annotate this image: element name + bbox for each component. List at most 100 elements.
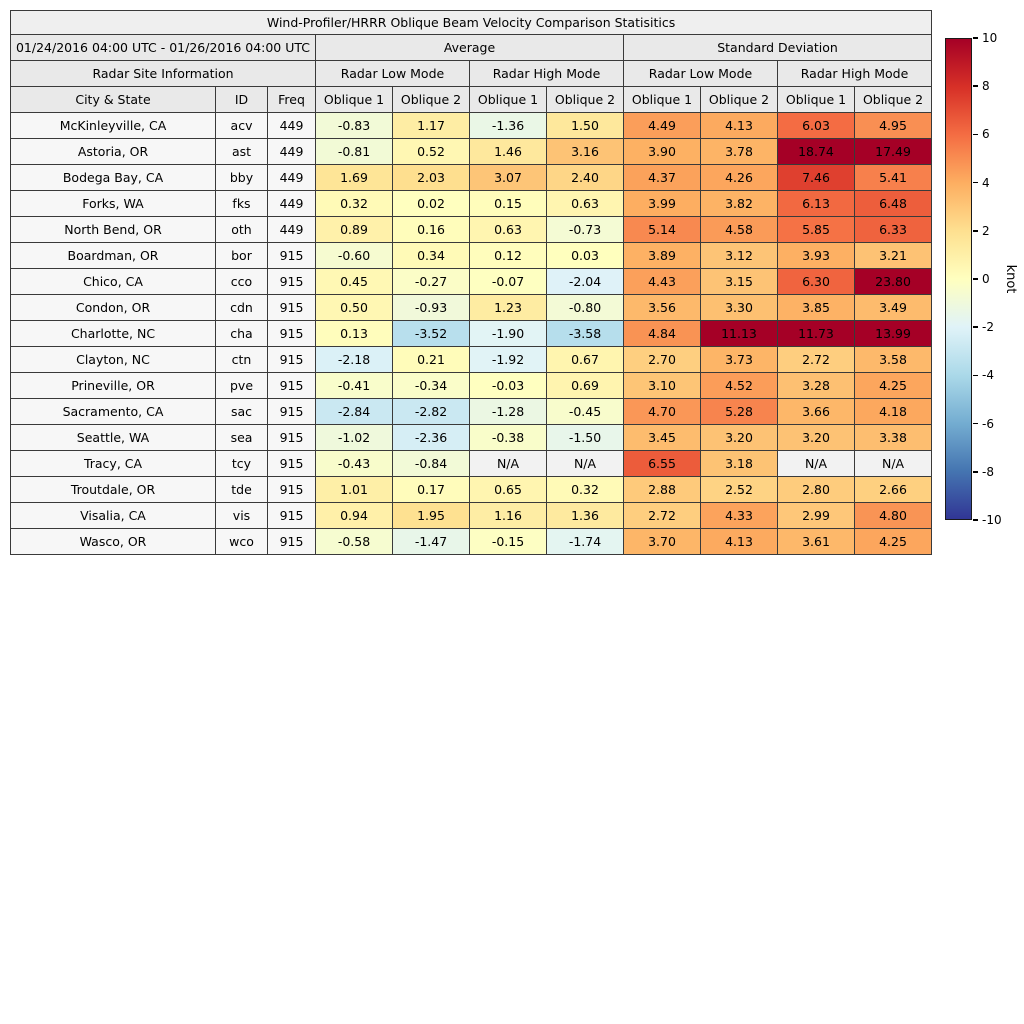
colorbar-tick-mark [973, 278, 978, 280]
cell-site-id: ast [215, 138, 268, 165]
cell-city-state: Chico, CA [10, 268, 216, 295]
cell-frequency: 915 [267, 424, 316, 451]
cell-value: 0.94 [315, 502, 393, 529]
cell-value: -3.58 [546, 320, 624, 347]
table-row: Forks, WA fks 449 0.32 0.02 0.15 0.63 3.99 3.82 6… [10, 190, 933, 217]
colorbar-tick: 4 [973, 177, 990, 189]
cell-city-state: McKinleyville, CA [10, 112, 216, 139]
cell-value: 3.78 [700, 138, 778, 165]
cell-value: 2.03 [392, 164, 470, 191]
cell-value: -0.81 [315, 138, 393, 165]
cell-value: 6.13 [777, 190, 855, 217]
cell-site-id: tcy [215, 450, 268, 477]
cell-frequency: 915 [267, 398, 316, 425]
cell-value: 3.90 [623, 138, 701, 165]
cell-value: 3.66 [777, 398, 855, 425]
cell-frequency: 915 [267, 372, 316, 399]
table-row: Bodega Bay, CA bby 449 1.69 2.03 3.07 2.40 4.37… [10, 164, 933, 191]
cell-value: 3.20 [777, 424, 855, 451]
col-header-oblique2: Oblique 2 [546, 86, 624, 113]
cell-city-state: Prineville, OR [10, 372, 216, 399]
cell-value: -0.73 [546, 216, 624, 243]
table-row: Prineville, OR pve 915 -0.41 -0.34 -0.03 0.69 3… [10, 372, 933, 399]
cell-site-id: wco [215, 528, 268, 555]
cell-value: 4.26 [700, 164, 778, 191]
cell-value: 2.72 [623, 502, 701, 529]
cell-value: 0.50 [315, 294, 393, 321]
cell-city-state: Tracy, CA [10, 450, 216, 477]
cell-frequency: 915 [267, 476, 316, 503]
cell-frequency: 449 [267, 216, 316, 243]
colorbar-tick-label: 2 [982, 223, 990, 238]
cell-value: 23.80 [853, 268, 933, 295]
colorbar-tick-mark [973, 422, 978, 425]
cell-value: -0.41 [315, 372, 393, 399]
cell-value: 4.84 [623, 320, 701, 347]
cell-site-id: bby [215, 164, 268, 191]
cell-value: 3.45 [623, 424, 701, 451]
cell-value: N/A [546, 450, 624, 477]
cell-value: 6.48 [853, 190, 933, 217]
cell-frequency: 915 [267, 346, 316, 373]
cell-value: 4.13 [700, 528, 778, 555]
cell-value: 0.63 [546, 190, 624, 217]
cell-value: 3.18 [700, 450, 778, 477]
colorbar-tick-mark [973, 133, 978, 136]
cell-value: 1.36 [546, 502, 624, 529]
cell-value: 4.33 [700, 502, 778, 529]
cell-value: 5.41 [853, 164, 933, 191]
cell-value: 4.95 [853, 112, 933, 139]
cell-value: 2.72 [777, 346, 855, 373]
col-header-oblique2: Oblique 2 [700, 86, 778, 113]
cell-value: 3.12 [700, 242, 778, 269]
cell-frequency: 449 [267, 112, 316, 139]
table-row: Visalia, CA vis 915 0.94 1.95 1.16 1.36 2.72 4.3… [10, 502, 933, 529]
cell-value: 0.89 [315, 216, 393, 243]
cell-value: -0.15 [469, 528, 547, 555]
cell-value: 0.63 [469, 216, 547, 243]
cell-value: 0.32 [546, 476, 624, 503]
cell-city-state: Condon, OR [10, 294, 216, 321]
cell-value: -2.84 [315, 398, 393, 425]
cell-value: -0.27 [392, 268, 470, 295]
cell-value: 1.17 [392, 112, 470, 139]
cell-value: 0.69 [546, 372, 624, 399]
group-header-average: Average [315, 34, 624, 61]
cell-site-id: vis [215, 502, 268, 529]
col-header-oblique1: Oblique 1 [777, 86, 855, 113]
cell-value: -0.45 [546, 398, 624, 425]
cell-city-state: Boardman, OR [10, 242, 216, 269]
cell-value: N/A [853, 450, 933, 477]
colorbar-tick: -2 [973, 321, 994, 333]
cell-value: 1.95 [392, 502, 470, 529]
cell-site-id: sea [215, 424, 268, 451]
cell-value: 0.52 [392, 138, 470, 165]
cell-value: -1.47 [392, 528, 470, 555]
cell-value: -1.36 [469, 112, 547, 139]
cell-value: 3.61 [777, 528, 855, 555]
cell-value: 3.49 [853, 294, 933, 321]
cell-value: 0.17 [392, 476, 470, 503]
cell-value: -0.43 [315, 450, 393, 477]
cell-site-id: cdn [215, 294, 268, 321]
cell-frequency: 449 [267, 190, 316, 217]
cell-value: 17.49 [853, 138, 933, 165]
cell-value: 3.82 [700, 190, 778, 217]
cell-value: -0.38 [469, 424, 547, 451]
cell-value: -2.36 [392, 424, 470, 451]
site-info-header: Radar Site Information [10, 60, 316, 87]
cell-value: 4.13 [700, 112, 778, 139]
cell-site-id: oth [215, 216, 268, 243]
col-header-oblique2: Oblique 2 [392, 86, 470, 113]
cell-value: -2.18 [315, 346, 393, 373]
cell-value: 3.99 [623, 190, 701, 217]
cell-value: 3.89 [623, 242, 701, 269]
cell-value: 3.85 [777, 294, 855, 321]
cell-value: 2.88 [623, 476, 701, 503]
cell-site-id: cco [215, 268, 268, 295]
cell-value: 13.99 [853, 320, 933, 347]
col-header-id: ID [215, 86, 268, 113]
cell-value: 4.25 [853, 372, 933, 399]
cell-frequency: 915 [267, 450, 316, 477]
cell-value: 6.30 [777, 268, 855, 295]
